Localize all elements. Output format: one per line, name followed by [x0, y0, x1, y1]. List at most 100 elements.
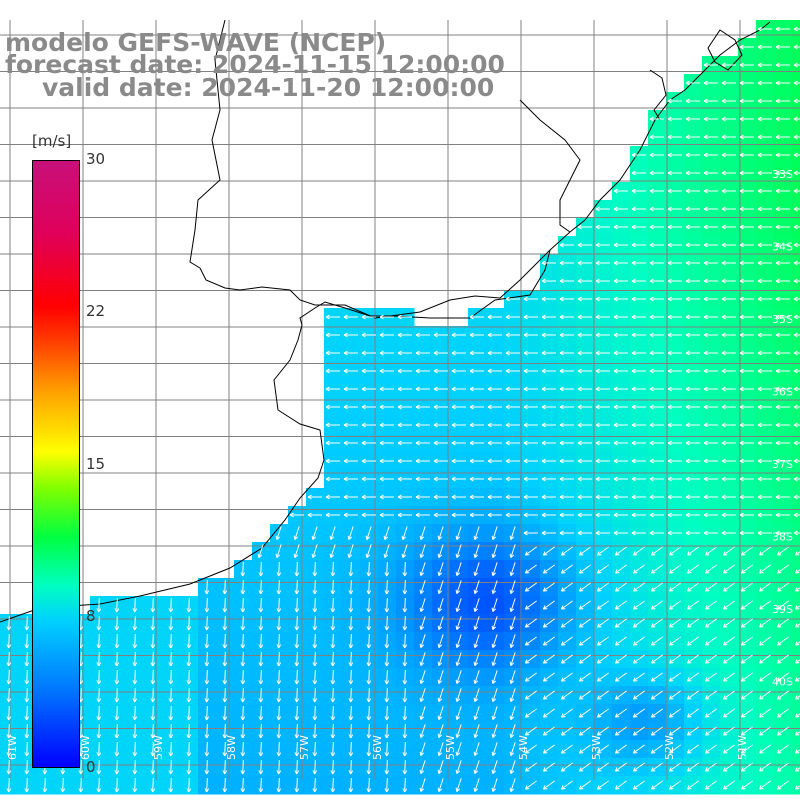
wind-arrow-head	[578, 569, 582, 574]
wind-arrow-head	[543, 662, 548, 664]
wind-arrow	[723, 708, 735, 718]
wind-arrow-head	[721, 172, 726, 176]
wind-arrow-head	[152, 626, 156, 631]
wind-arrow-head	[438, 554, 443, 559]
wind-arrow-head	[307, 514, 312, 518]
wind-arrow-head	[276, 608, 280, 613]
wind-arrow-head	[741, 680, 746, 682]
wind-arrow-head	[669, 734, 674, 736]
wind-arrow	[420, 670, 426, 684]
wind-arrow-head	[775, 496, 780, 500]
wind-arrow	[492, 598, 498, 612]
wind-arrow	[492, 652, 498, 666]
wind-arrow	[597, 708, 609, 718]
wind-arrow-head	[649, 496, 654, 500]
wind-arrow-head	[703, 332, 708, 336]
wind-arrow-head	[24, 680, 28, 685]
wind-arrow-head	[222, 590, 226, 595]
wind-arrow-head	[491, 625, 494, 630]
wind-arrow-head	[596, 623, 600, 628]
wind-arrow-head	[704, 731, 708, 736]
wind-arrow-head	[419, 535, 422, 540]
wind-arrow	[134, 741, 136, 757]
wind-arrow-head	[579, 644, 584, 646]
wind-speed-cell	[792, 650, 800, 669]
latitude-label: 37S	[772, 458, 793, 471]
wind-arrow-head	[80, 788, 84, 793]
wind-arrow	[510, 670, 516, 684]
wind-arrow	[615, 546, 627, 556]
wind-arrow-head	[559, 514, 564, 518]
wind-arrow-head	[578, 767, 582, 772]
wind-arrow-head	[723, 788, 728, 790]
wind-arrow	[366, 526, 372, 540]
wind-arrow	[386, 669, 388, 685]
wind-arrow	[492, 724, 498, 738]
wind-arrow	[777, 690, 789, 700]
wind-arrow-head	[739, 478, 744, 482]
wind-arrow-head	[397, 494, 402, 498]
wind-arrow	[543, 564, 555, 574]
wind-arrow-head	[703, 296, 708, 300]
wind-arrow-head	[343, 440, 348, 444]
latitude-label: 35S	[772, 313, 793, 326]
wind-arrow-head	[650, 749, 654, 754]
wind-arrow-head	[651, 590, 656, 592]
wind-arrow	[8, 669, 10, 685]
wind-arrow-head	[739, 512, 744, 516]
wind-arrow-head	[343, 496, 348, 500]
wind-arrow-head	[794, 623, 798, 628]
wind-arrow-head	[597, 572, 602, 574]
wind-arrow-head	[206, 788, 210, 793]
wind-arrow-head	[685, 170, 690, 174]
wind-speed-cell	[792, 578, 800, 597]
wind-arrow-head	[276, 698, 280, 703]
wind-arrow-head	[721, 496, 726, 500]
wind-arrow-head	[739, 514, 744, 518]
wind-arrow-head	[186, 626, 190, 631]
wind-arrow	[687, 618, 699, 628]
wind-arrow	[723, 546, 735, 556]
wind-arrow-head	[543, 572, 548, 574]
wind-arrow	[152, 741, 154, 757]
wind-arrow-head	[705, 752, 710, 754]
wind-arrow-head	[542, 569, 546, 574]
wind-arrow-head	[438, 752, 443, 757]
wind-arrow-head	[451, 334, 456, 338]
wind-arrow-head	[361, 332, 366, 336]
wind-arrow-head	[757, 512, 762, 516]
wind-arrow-head	[542, 695, 546, 700]
wind-arrow	[368, 777, 370, 793]
wind-arrow-head	[386, 572, 390, 577]
wind-arrow-head	[402, 680, 406, 685]
wind-arrow-head	[795, 644, 800, 646]
wind-arrow-head	[721, 512, 726, 516]
wind-arrow-head	[632, 785, 636, 790]
wind-arrow-head	[240, 680, 244, 685]
wind-arrow-head	[721, 188, 726, 192]
wind-arrow-head	[795, 680, 800, 682]
wind-arrow-head	[469, 496, 474, 500]
wind-arrow	[188, 777, 190, 793]
wind-arrow	[278, 669, 280, 685]
wind-arrow-head	[366, 554, 371, 559]
wind-speed-cell	[792, 704, 800, 723]
wind-arrow-head	[361, 514, 366, 518]
wind-arrow-head	[384, 770, 388, 775]
wind-arrow	[597, 690, 609, 700]
wind-arrow	[206, 741, 208, 757]
wind-arrow-head	[649, 512, 654, 516]
wind-arrow	[278, 597, 280, 613]
wind-arrow-head	[739, 352, 744, 356]
wind-arrow-head	[296, 680, 300, 685]
wind-arrow-head	[793, 368, 798, 372]
wind-arrow-head	[757, 136, 762, 140]
wind-arrow-head	[775, 386, 780, 390]
wind-arrow-head	[314, 734, 318, 739]
wind-arrow-head	[343, 352, 348, 356]
wind-arrow-head	[740, 605, 744, 610]
wind-arrow-head	[469, 424, 474, 428]
wind-arrow	[615, 654, 627, 664]
wind-arrow-head	[739, 134, 744, 138]
wind-arrow	[705, 690, 717, 700]
